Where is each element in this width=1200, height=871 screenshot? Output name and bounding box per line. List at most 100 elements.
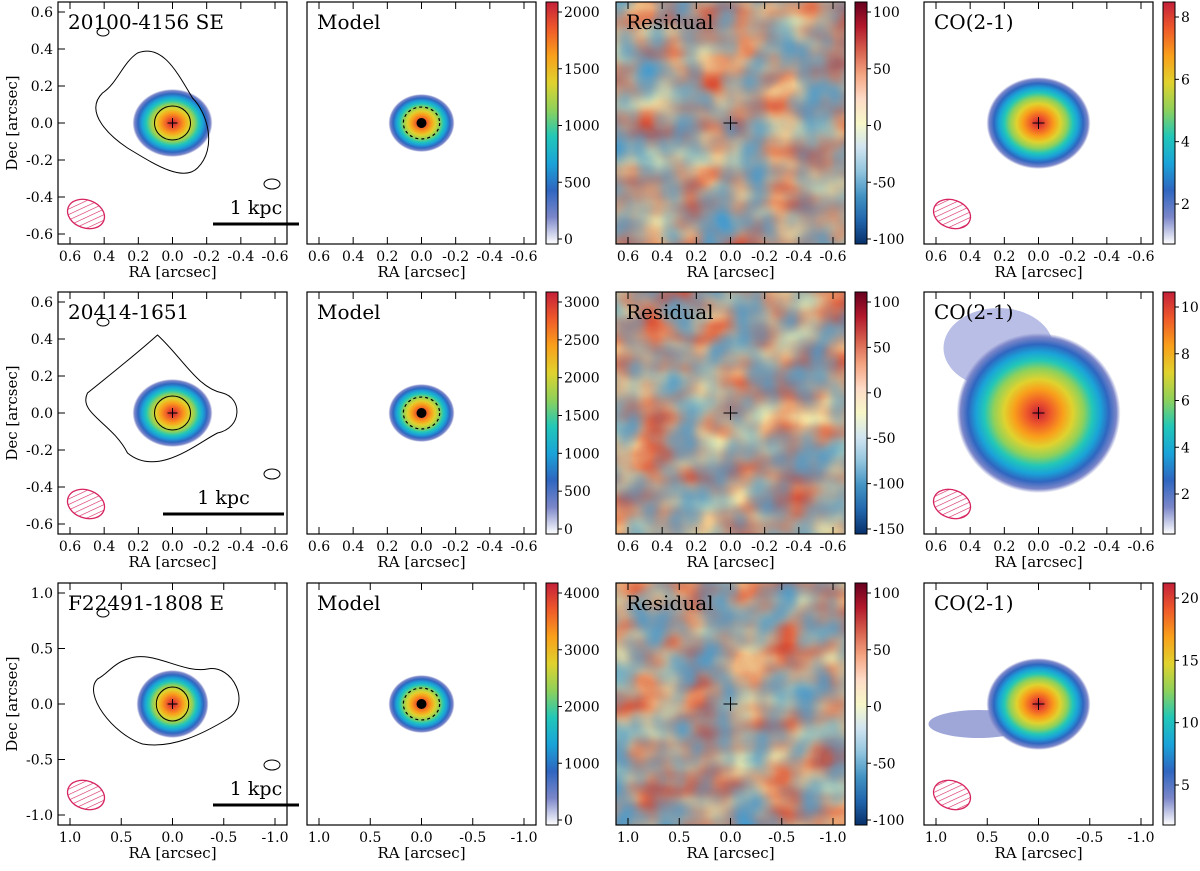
colorbar	[545, 1, 559, 245]
x-tick-label: 0.2	[993, 249, 1015, 265]
panel-model-row2: Model 0.6 0.4 0.2 0.0 -0.2 -0.4 -0.6 RA [arcsec]…	[306, 291, 600, 571]
y-tick-label: -0.5	[26, 753, 53, 769]
x-tick-label: -0.6	[511, 539, 538, 555]
model-center	[416, 118, 427, 128]
panel-residual-row2: Residual 0.6 0.4 0.2 0.0 -0.2 -0.4 -0.6 RA [arcs…	[615, 291, 904, 571]
colorbar-label: 4000	[564, 586, 600, 602]
contour-noise	[263, 178, 281, 190]
x-tick-label: -0.4	[476, 539, 503, 555]
colorbar-label: 50	[873, 62, 891, 78]
x-tick-label: 1.0	[925, 830, 947, 846]
y-tick-label: -0.4	[26, 480, 53, 496]
colorbar-label: 1000	[564, 119, 600, 135]
x-tick-label: -0.2	[442, 249, 469, 265]
colorbar-label: 15	[1181, 653, 1199, 669]
x-axis-label: RA [arcsec]	[377, 263, 465, 281]
colorbar-label: 1500	[564, 62, 600, 78]
colorbar	[1162, 291, 1176, 535]
contour-noise	[96, 608, 110, 618]
y-axis-label: Dec [arcsec]	[3, 365, 21, 460]
colorbar-label: -100	[873, 813, 904, 829]
y-tick-label: 0.4	[31, 42, 53, 58]
x-tick-label: 0.6	[617, 249, 639, 265]
model-contour	[402, 106, 441, 140]
x-tick-label: 0.4	[651, 249, 673, 265]
x-tick-label: -1.0	[511, 830, 538, 846]
y-tick-label: -0.2	[26, 153, 53, 169]
x-axis-label: RA [arcsec]	[686, 553, 774, 571]
colorbar-label: 0	[564, 813, 573, 829]
x-tick-label: -0.6	[262, 539, 289, 555]
colorbar-label: 5	[1181, 778, 1190, 794]
colorbar-label: 4	[1181, 440, 1190, 456]
colorbar-label: -50	[873, 431, 896, 447]
model-center	[416, 699, 427, 709]
x-tick-label: 0.2	[127, 539, 149, 555]
colorbar-label: 3000	[564, 643, 600, 659]
x-tick-label: 0.6	[925, 539, 947, 555]
contour-inner	[154, 395, 191, 431]
x-tick-label: 0.5	[359, 830, 381, 846]
x-tick-label: 0.2	[376, 249, 398, 265]
x-axis-label: RA [arcsec]	[377, 844, 465, 862]
y-tick-label: -0.2	[26, 443, 53, 459]
y-tick-label: 1.0	[31, 586, 53, 602]
colorbar-label: 8	[1181, 347, 1190, 363]
panel-title: Model	[317, 300, 381, 324]
x-tick-label: 0.6	[925, 249, 947, 265]
colorbar	[854, 291, 868, 535]
x-tick-label: 0.6	[308, 539, 330, 555]
x-tick-label: -0.5	[459, 830, 486, 846]
y-tick-label: -1.0	[26, 808, 53, 824]
panel-title: 20414-1651	[68, 300, 189, 324]
x-tick-label: -0.4	[227, 539, 254, 555]
colorbar-label: 500	[564, 175, 591, 191]
x-tick-label: -0.2	[1059, 539, 1086, 555]
colorbar-label: 2000	[564, 5, 600, 21]
x-tick-label: -0.6	[1128, 539, 1155, 555]
colorbar	[545, 291, 559, 535]
x-tick-label: -0.2	[1059, 249, 1086, 265]
x-tick-label: -0.6	[820, 539, 847, 555]
x-tick-label: 0.6	[308, 249, 330, 265]
x-tick-label: 0.0	[161, 249, 183, 265]
contour-noise	[263, 468, 281, 480]
x-tick-label: -0.5	[768, 830, 795, 846]
x-tick-label: 0.6	[617, 539, 639, 555]
x-axis-label: RA [arcsec]	[128, 553, 216, 571]
colorbar-label: 1000	[564, 446, 600, 462]
panel-co21-row1: CO(2-1) 0.6 0.4 0.2 0.0 -0.2 -0.4 -0.6 RA [arcse…	[923, 1, 1190, 281]
x-tick-label: 0.5	[110, 830, 132, 846]
y-tick-label: 0.0	[31, 697, 53, 713]
x-tick-label: -0.2	[442, 539, 469, 555]
colorbar-label: 0	[564, 232, 573, 248]
contour-noise	[96, 317, 110, 327]
beam-ellipse	[66, 779, 106, 811]
panel-title: Model	[317, 591, 381, 615]
panel-title: F22491-1808 E	[68, 591, 224, 615]
x-tick-label: -0.4	[1093, 539, 1120, 555]
x-tick-label: -0.4	[785, 249, 812, 265]
x-tick-label: 0.0	[719, 830, 741, 846]
colorbar-label: 20	[1181, 591, 1199, 607]
panel-co21-row3: CO(2-1) 1.0 0.5 0.0 -0.5 -1.0 RA [arcsec] 20 15 1…	[923, 582, 1199, 862]
y-tick-label: -0.4	[26, 190, 53, 206]
x-tick-label: 0.0	[410, 249, 432, 265]
contour-noise	[263, 759, 281, 771]
contour-inner	[154, 105, 191, 141]
x-tick-label: -0.2	[751, 249, 778, 265]
colorbar-label: 0	[873, 119, 882, 135]
colorbar	[1162, 582, 1176, 826]
x-tick-label: 0.4	[959, 249, 981, 265]
colorbar-label: 500	[564, 484, 591, 500]
x-tick-label: 0.4	[93, 249, 115, 265]
x-tick-label: 0.2	[127, 249, 149, 265]
x-tick-label: -0.4	[1093, 249, 1120, 265]
scale-bar-label: 1 kpc	[230, 778, 282, 800]
panel-title: Model	[317, 10, 381, 34]
colorbar-label: -50	[873, 175, 896, 191]
y-tick-label: 0.0	[31, 406, 53, 422]
panel-title: 20100-4156 SE	[68, 10, 224, 34]
x-tick-label: 0.0	[1027, 249, 1049, 265]
beam-ellipse	[932, 488, 972, 520]
